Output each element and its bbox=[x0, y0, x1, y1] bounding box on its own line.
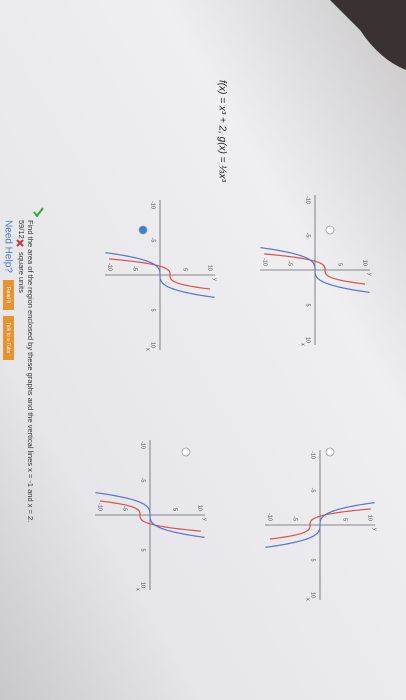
x-tick-label: 10 bbox=[305, 337, 311, 343]
read-button[interactable] bbox=[3, 280, 14, 310]
x-tick-label: -5 bbox=[150, 238, 156, 243]
unit: square units bbox=[17, 252, 26, 293]
x-tick-label: -10 bbox=[140, 441, 146, 449]
y-tick-label: 10 bbox=[197, 505, 203, 511]
y-tick-label: 5 bbox=[182, 268, 188, 271]
y-axis-label: y bbox=[367, 273, 373, 276]
x-tick-label: 5 bbox=[140, 548, 146, 551]
radio-button[interactable] bbox=[325, 225, 335, 235]
help-label: Need Help? bbox=[2, 220, 13, 273]
x-tick-label: -5 bbox=[305, 233, 311, 238]
y-tick-label: -10 bbox=[97, 503, 103, 511]
x-tick-label: 5 bbox=[310, 558, 316, 561]
x-axis-label: x bbox=[305, 598, 311, 601]
y-tick-label: -5 bbox=[287, 261, 293, 266]
x-tick-label: -10 bbox=[150, 201, 156, 209]
y-tick-label: -5 bbox=[122, 506, 128, 511]
x-tick-label: -5 bbox=[140, 478, 146, 483]
x-tick-label: 10 bbox=[150, 342, 156, 348]
radio-button[interactable] bbox=[181, 447, 191, 457]
x-tick-label: 5 bbox=[305, 303, 311, 306]
y-tick-label: 10 bbox=[367, 515, 373, 521]
curve bbox=[109, 258, 211, 290]
read-button-label[interactable]: Read It bbox=[5, 287, 11, 304]
y-tick-label: -5 bbox=[292, 516, 298, 521]
curve bbox=[264, 253, 366, 285]
y-tick-label: -10 bbox=[107, 263, 113, 271]
curve bbox=[260, 247, 370, 293]
x-axis-label: x bbox=[135, 588, 141, 591]
curve bbox=[269, 508, 371, 540]
y-tick-label: 5 bbox=[172, 508, 178, 511]
wrong-icon bbox=[16, 239, 24, 247]
y-axis-label: y bbox=[212, 278, 218, 281]
y-tick-label: -5 bbox=[132, 266, 138, 271]
x-tick-label: -10 bbox=[310, 451, 316, 459]
y-tick-label: -10 bbox=[262, 258, 268, 266]
graphs: -10-10-5-5551010xy-10-10-5-5551010xy-10-… bbox=[95, 195, 378, 601]
question: Find the area of the region enclosed by … bbox=[26, 220, 35, 522]
photo-corner bbox=[330, 0, 406, 70]
tutor-button-label[interactable]: Talk to a Tutor bbox=[5, 322, 11, 354]
x-tick-label: 5 bbox=[150, 308, 156, 311]
y-axis-label: y bbox=[372, 528, 378, 531]
x-tick-label: 10 bbox=[140, 582, 146, 588]
radio-button[interactable] bbox=[138, 225, 148, 235]
y-tick-label: 5 bbox=[342, 518, 348, 521]
y-tick-label: 10 bbox=[362, 260, 368, 266]
check-icon bbox=[33, 207, 44, 218]
x-axis-label: x bbox=[300, 343, 306, 346]
functions: f(x) = x³ + 2, g(x) = ⅓x³ bbox=[216, 80, 227, 183]
curve bbox=[99, 500, 201, 532]
y-tick-label: 10 bbox=[207, 265, 213, 271]
y-tick-label: 5 bbox=[337, 263, 343, 266]
curve bbox=[105, 252, 215, 298]
x-axis-label: x bbox=[145, 348, 151, 351]
tutor-button[interactable] bbox=[3, 316, 14, 360]
x-tick-label: 10 bbox=[310, 592, 316, 598]
curve bbox=[95, 492, 205, 538]
radio-button[interactable] bbox=[325, 447, 335, 457]
y-axis-label: y bbox=[202, 518, 208, 521]
y-tick-label: -10 bbox=[267, 513, 273, 521]
answer: 59/12 bbox=[17, 220, 26, 239]
curve bbox=[265, 502, 375, 548]
x-tick-label: -10 bbox=[305, 196, 311, 204]
x-tick-label: -5 bbox=[310, 488, 316, 493]
